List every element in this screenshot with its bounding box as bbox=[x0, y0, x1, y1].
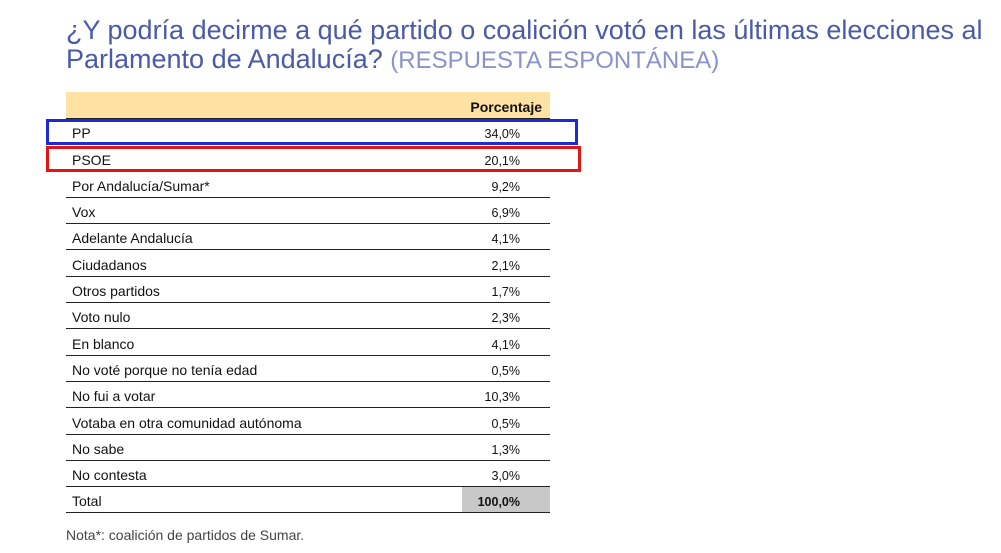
row-label: No fui a votar bbox=[72, 388, 156, 405]
row-value-cell: 1,3% bbox=[462, 435, 550, 460]
row-value-cell: 1,7% bbox=[462, 277, 550, 302]
row-value: 20,1% bbox=[484, 153, 520, 168]
table-body: PP 34,0% PSOE 20,1% Por Andalucía/Sumar* 9,2%… bbox=[66, 119, 550, 488]
row-value-cell: 2,3% bbox=[462, 303, 550, 328]
row-value-cell: 4,1% bbox=[462, 329, 550, 354]
table-row: Por Andalucía/Sumar* 9,2% bbox=[66, 172, 550, 198]
question-qualifier: (RESPUESTA ESPONTÁNEA) bbox=[390, 47, 720, 74]
row-value: 2,1% bbox=[491, 258, 521, 273]
row-label: Adelante Andalucía bbox=[72, 230, 193, 247]
table-row: Votaba en otra comunidad autónoma 0,5% bbox=[66, 408, 550, 435]
table-header: Porcentaje bbox=[66, 92, 550, 119]
row-label: Votaba en otra comunidad autónoma bbox=[72, 414, 302, 431]
row-label: No contesta bbox=[72, 467, 147, 484]
row-value: 6,9% bbox=[491, 206, 521, 221]
row-value: 34,0% bbox=[484, 127, 520, 142]
row-label: No voté porque no tenía edad bbox=[72, 361, 258, 378]
row-value: 10,3% bbox=[484, 390, 520, 405]
row-label: PP bbox=[72, 125, 91, 142]
row-value-cell: 10,3% bbox=[462, 382, 550, 407]
table-row: Voto nulo 2,3% bbox=[66, 303, 550, 330]
footnote: Nota*: coalición de partidos de Sumar. bbox=[66, 527, 305, 543]
table-row: Adelante Andalucía 4,1% bbox=[66, 224, 550, 251]
table-row: No contesta 3,0% bbox=[66, 461, 550, 488]
row-value-cell: 9,2% bbox=[462, 172, 550, 197]
row-value-cell: 3,0% bbox=[462, 461, 550, 486]
row-value-cell: 20,1% bbox=[462, 145, 550, 170]
row-value: 0,5% bbox=[491, 416, 521, 431]
row-value: 4,1% bbox=[491, 337, 521, 352]
row-label: Total bbox=[72, 493, 102, 510]
table-row: Vox 6,9% bbox=[66, 198, 550, 225]
row-value-cell: 100,0% bbox=[462, 487, 550, 513]
row-label: Voto nulo bbox=[72, 309, 131, 326]
table-row: Otros partidos 1,7% bbox=[66, 277, 550, 304]
row-value: 4,1% bbox=[491, 232, 521, 247]
row-value: 0,5% bbox=[491, 363, 521, 378]
row-value-cell: 4,1% bbox=[462, 224, 550, 249]
row-value: 1,3% bbox=[491, 442, 521, 457]
row-value-cell: 6,9% bbox=[462, 198, 550, 223]
table-row: No fui a votar 10,3% bbox=[66, 382, 550, 409]
table-row-total: Total 100,0% bbox=[66, 487, 550, 514]
row-label: PSOE bbox=[72, 151, 111, 168]
table-row: No sabe 1,3% bbox=[66, 435, 550, 461]
highlight-box-psoe bbox=[46, 146, 581, 172]
table-row: En blanco 4,1% bbox=[66, 329, 550, 356]
row-label: Otros partidos bbox=[72, 283, 160, 300]
row-label: No sabe bbox=[72, 440, 125, 457]
question-title: ¿Y podría decirme a qué partido o coalic… bbox=[66, 16, 996, 75]
row-value-cell: 34,0% bbox=[462, 119, 550, 144]
row-value: 1,7% bbox=[491, 285, 521, 300]
row-value-cell: 0,5% bbox=[462, 356, 550, 381]
row-value-cell: 2,1% bbox=[462, 250, 550, 275]
row-value: 3,0% bbox=[491, 469, 521, 484]
row-label: Vox bbox=[72, 204, 96, 221]
row-value: 100,0% bbox=[477, 495, 520, 510]
table-row: No voté porque no tenía edad 0,5% bbox=[66, 356, 550, 382]
table-row: Ciudadanos 2,1% bbox=[66, 250, 550, 277]
column-header-porcentaje: Porcentaje bbox=[470, 99, 542, 115]
row-label: Por Andalucía/Sumar* bbox=[72, 177, 210, 194]
row-value: 9,2% bbox=[491, 179, 521, 194]
row-label: Ciudadanos bbox=[72, 256, 147, 273]
highlight-box-pp bbox=[46, 119, 578, 145]
row-label: En blanco bbox=[72, 335, 135, 352]
question-text: ¿Y podría decirme a qué partido o coalic… bbox=[66, 15, 983, 74]
row-value: 2,3% bbox=[491, 311, 521, 326]
row-value-cell: 0,5% bbox=[462, 408, 550, 433]
